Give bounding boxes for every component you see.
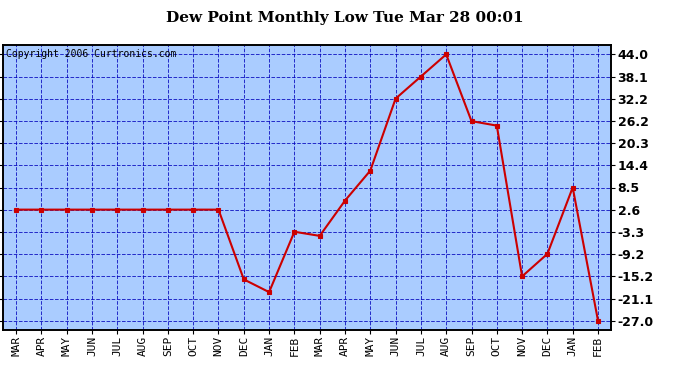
- Text: Dew Point Monthly Low Tue Mar 28 00:01: Dew Point Monthly Low Tue Mar 28 00:01: [166, 11, 524, 25]
- Text: Copyright 2006 Curtronics.com: Copyright 2006 Curtronics.com: [6, 49, 177, 59]
